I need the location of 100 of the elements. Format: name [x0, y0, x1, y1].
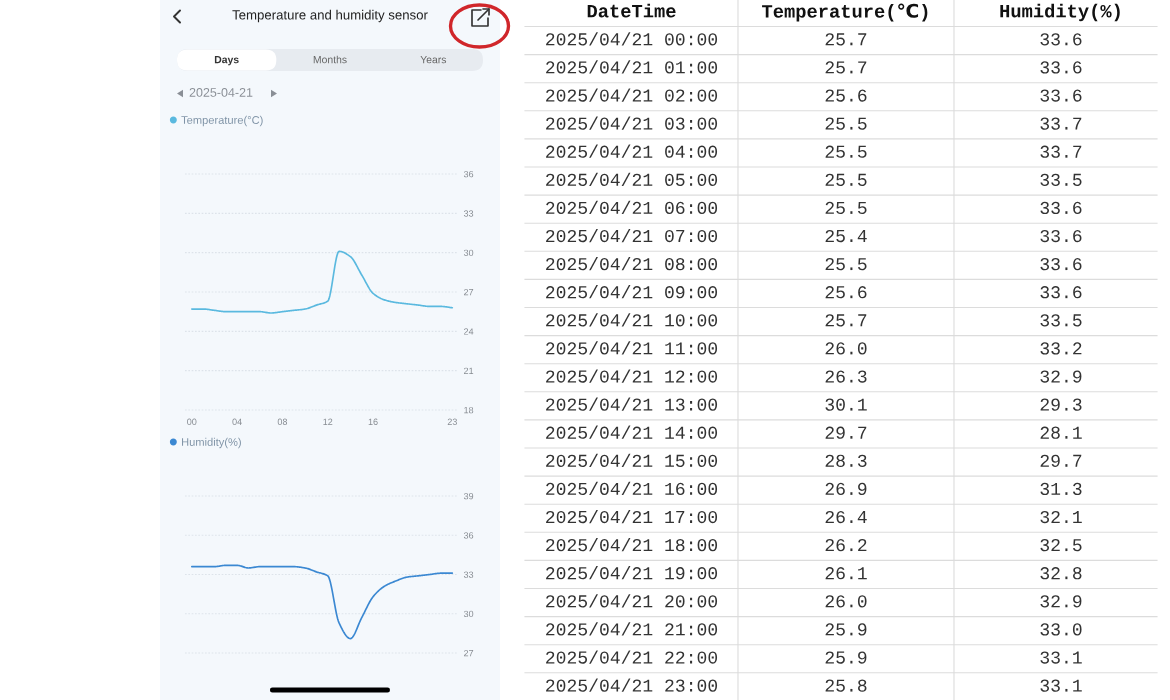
text: 2025/04/21 16:00 [546, 481, 718, 496]
text: 33.6 [1040, 89, 1082, 102]
x-tick-label: 04 [232, 418, 242, 425]
text: Months [313, 55, 347, 64]
text: 33.1 [1040, 679, 1082, 692]
y-tick-label: 27 [464, 288, 474, 296]
y-tick-label: 30 [463, 249, 474, 257]
text: 33.6 [1040, 286, 1082, 299]
text: 32.1 [1040, 510, 1082, 524]
text: 2025/04/21 14:00 [546, 425, 718, 439]
x-tick-label: 23 [447, 418, 457, 425]
text: 25.8 [825, 679, 867, 692]
category-label: Temperature(℃) [762, 3, 928, 22]
text: 26.0 [825, 595, 867, 608]
text: 25.9 [825, 623, 867, 636]
text: 26.0 [825, 342, 867, 355]
y-tick-label: 36 [463, 170, 474, 178]
x-tick-label: 16 [368, 418, 378, 425]
text: 32.9 [1040, 370, 1082, 383]
text: 2025/04/21 06:00 [546, 200, 718, 215]
text: 2025/04/21 10:00 [546, 313, 718, 327]
y-tick-label: 36 [463, 532, 474, 539]
text: 25.5 [825, 117, 867, 130]
text: 2025/04/21 11:00 [546, 341, 718, 355]
y-tick-label: 21 [464, 367, 474, 374]
text: 29.7 [825, 426, 867, 439]
x-tick-label: 00 [187, 418, 197, 425]
text: 29.3 [1040, 398, 1082, 411]
text: 25.7 [825, 314, 867, 327]
y-tick-label: 27 [464, 649, 474, 657]
text: 33.2 [1040, 342, 1082, 355]
text: 25.5 [825, 201, 867, 215]
text: 26.3 [825, 370, 867, 383]
text: 2025/04/21 08:00 [546, 256, 718, 271]
text: 2025/04/21 18:00 [546, 537, 718, 552]
text: 33.6 [1040, 33, 1082, 46]
text: 26.4 [825, 510, 867, 524]
text: 33.6 [1040, 257, 1082, 271]
text: 2025/04/21 22:00 [546, 650, 718, 664]
y-tick-label: 18 [464, 406, 474, 414]
y-tick-label: 24 [464, 328, 474, 335]
category-label: Humidity(%) [1000, 3, 1120, 22]
text: 25.7 [825, 33, 867, 46]
text: 25.5 [825, 173, 867, 186]
text: 29.7 [1040, 454, 1082, 467]
text: 25.6 [825, 286, 867, 299]
text: 25.5 [825, 257, 867, 271]
text: 2025/04/21 15:00 [546, 453, 718, 467]
x-tick-label: 12 [323, 418, 333, 425]
y-tick-label: 30 [463, 610, 474, 618]
text: 2025/04/21 12:00 [546, 369, 718, 383]
text: 2025/04/21 17:00 [546, 509, 718, 524]
text: 2025/04/21 00:00 [546, 32, 718, 46]
legend-label: Humidity(%) [182, 437, 241, 449]
text: 26.2 [825, 538, 867, 552]
text: 32.8 [1040, 567, 1082, 580]
text: 33.0 [1040, 623, 1082, 636]
text: 2025/04/21 23:00 [546, 678, 718, 692]
text: 33.5 [1040, 173, 1082, 186]
text: 2025/04/21 09:00 [546, 285, 718, 299]
text: 33.5 [1040, 314, 1082, 327]
text: 28.1 [1040, 426, 1082, 439]
text: 25.6 [825, 89, 867, 102]
text: Days [214, 56, 239, 66]
text: 33.6 [1040, 61, 1082, 74]
text: 32.9 [1040, 595, 1082, 608]
text: 25.9 [825, 651, 867, 664]
text: 2025/04/21 02:00 [546, 88, 718, 102]
text: 25.4 [825, 229, 867, 243]
text: 30.1 [825, 398, 867, 411]
text: 31.3 [1040, 482, 1082, 496]
chart-title: Temperature and humidity sensor [232, 9, 428, 23]
legend-label: Temperature(°C) [181, 115, 263, 127]
text: 2025/04/21 20:00 [546, 594, 718, 608]
text: 2025/04/21 04:00 [546, 144, 718, 158]
text: 33.1 [1040, 651, 1082, 664]
text: 33.7 [1040, 117, 1082, 130]
text: 2025/04/21 13:00 [546, 397, 718, 411]
text: 2025/04/21 21:00 [546, 622, 718, 636]
category-label: DateTime [587, 3, 676, 18]
text: 28.3 [825, 454, 867, 467]
text: 26.1 [825, 567, 867, 580]
y-tick-label: 33 [463, 571, 474, 578]
text: Years [420, 56, 447, 64]
x-tick-label: 08 [277, 418, 288, 425]
y-tick-label: 39 [463, 492, 474, 500]
text: 26.9 [825, 482, 867, 496]
text: 2025/04/21 19:00 [546, 566, 718, 580]
text: 25.7 [825, 61, 867, 74]
text: 25.5 [825, 145, 867, 158]
chart-subtitle: 2025-04-21 [189, 88, 253, 97]
y-tick-label: 33 [463, 210, 474, 217]
text: 33.6 [1040, 229, 1082, 243]
text: 33.6 [1040, 201, 1082, 215]
text: 2025/04/21 07:00 [546, 228, 718, 243]
text: 2025/04/21 01:00 [546, 60, 718, 74]
text: 2025/04/21 03:00 [546, 116, 718, 130]
text: 2025/04/21 05:00 [546, 172, 718, 186]
text: 33.7 [1040, 145, 1082, 158]
text: 32.5 [1040, 538, 1082, 552]
